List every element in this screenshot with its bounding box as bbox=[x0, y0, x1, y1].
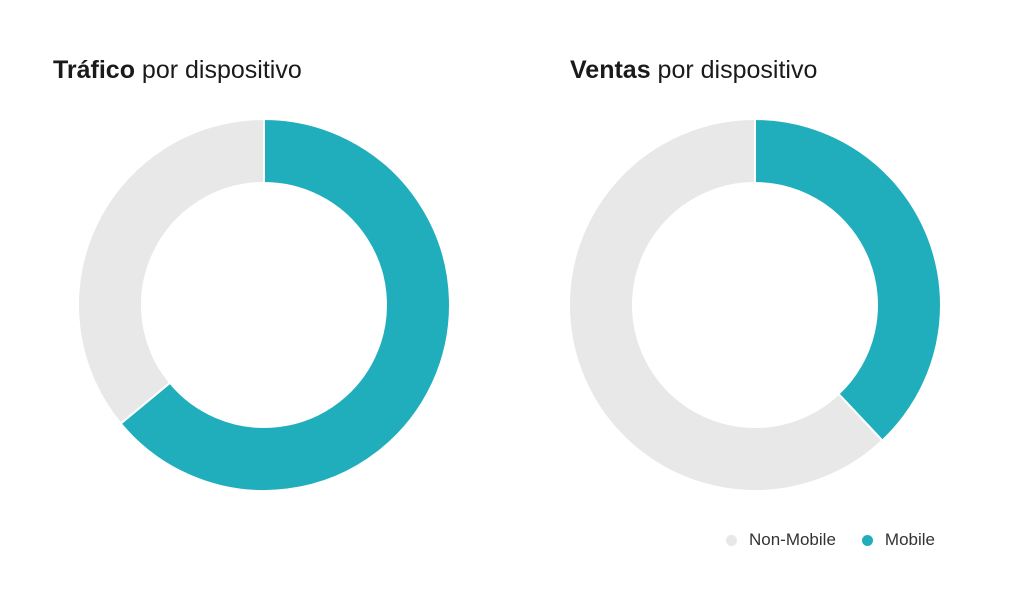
chart-title-rest: por dispositivo bbox=[134, 56, 302, 84]
legend-swatch-mobile bbox=[861, 534, 873, 546]
legend-item-non-mobile: Non-Mobile bbox=[725, 530, 836, 550]
legend-swatch-non-mobile bbox=[725, 534, 737, 546]
legend-label-non-mobile: Non-Mobile bbox=[748, 530, 836, 549]
legend-item-mobile: Mobile bbox=[861, 530, 935, 550]
chart-title-bold: Ventas bbox=[570, 56, 651, 84]
traffic-chart: Tráfico por dispositivo bbox=[0, 0, 500, 520]
donut-chart-traffic bbox=[77, 117, 451, 492]
donut-slice-non-mobile bbox=[568, 117, 884, 492]
donut-slice-mobile bbox=[119, 117, 451, 492]
chart-legend: Non-Mobile Mobile bbox=[725, 530, 935, 550]
chart-title: Ventas por dispositivo bbox=[570, 54, 817, 86]
donut-slice-mobile bbox=[754, 117, 942, 443]
chart-title-rest: por dispositivo bbox=[650, 56, 818, 84]
donut-chart-sales bbox=[568, 117, 942, 492]
chart-title: Tráfico por dispositivo bbox=[53, 54, 302, 86]
chart-title-bold: Tráfico bbox=[53, 56, 135, 84]
sales-chart: Ventas por dispositivo bbox=[500, 0, 1000, 520]
legend-label-mobile: Mobile bbox=[884, 530, 935, 549]
donut-slice-non-mobile bbox=[77, 117, 265, 425]
